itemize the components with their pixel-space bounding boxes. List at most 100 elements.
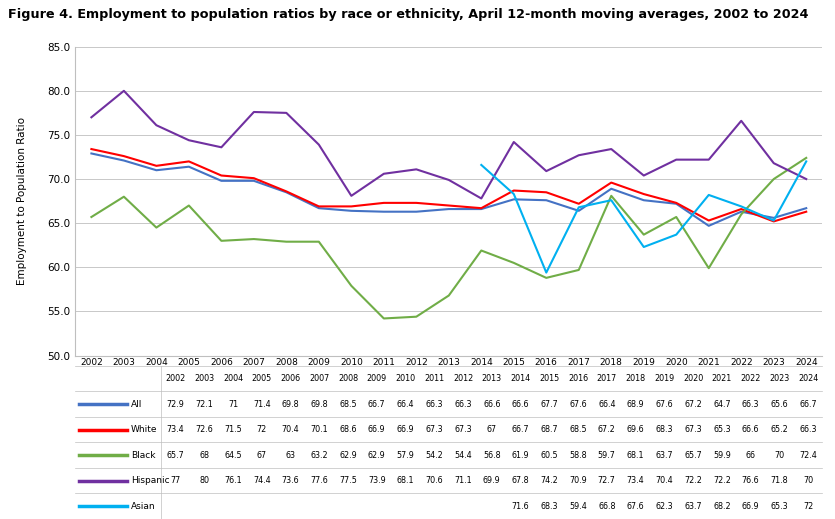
Text: 70.6: 70.6 xyxy=(426,476,443,485)
Text: 59.4: 59.4 xyxy=(569,502,587,511)
Text: 66.7: 66.7 xyxy=(368,400,386,408)
Text: 68.1: 68.1 xyxy=(627,450,645,460)
Text: 2009: 2009 xyxy=(367,374,387,383)
Text: 56.8: 56.8 xyxy=(483,450,501,460)
Text: 2006: 2006 xyxy=(281,374,301,383)
Text: 71.4: 71.4 xyxy=(253,400,271,408)
Y-axis label: Employment to Population Ratio: Employment to Population Ratio xyxy=(17,117,27,285)
Text: 72: 72 xyxy=(256,425,267,434)
Text: 59.7: 59.7 xyxy=(598,450,615,460)
Text: 70.9: 70.9 xyxy=(569,476,587,485)
Text: 66.7: 66.7 xyxy=(799,400,817,408)
Text: 65.7: 65.7 xyxy=(684,450,702,460)
Text: 64.5: 64.5 xyxy=(224,450,242,460)
Text: 59.9: 59.9 xyxy=(713,450,731,460)
Text: 73.4: 73.4 xyxy=(627,476,645,485)
Text: 70.4: 70.4 xyxy=(281,425,299,434)
Text: 66.6: 66.6 xyxy=(512,400,529,408)
Text: 73.9: 73.9 xyxy=(368,476,386,485)
Text: 72.2: 72.2 xyxy=(684,476,702,485)
Text: 71.6: 71.6 xyxy=(512,502,529,511)
Text: 68.2: 68.2 xyxy=(713,502,731,511)
Text: 2022: 2022 xyxy=(741,374,761,383)
Text: 67.8: 67.8 xyxy=(512,476,529,485)
Text: 77.5: 77.5 xyxy=(339,476,357,485)
Text: 67.6: 67.6 xyxy=(655,400,673,408)
Text: 54.2: 54.2 xyxy=(425,450,443,460)
Text: 67: 67 xyxy=(487,425,497,434)
Text: 67.3: 67.3 xyxy=(426,425,443,434)
Text: 74.4: 74.4 xyxy=(253,476,271,485)
Text: 72.6: 72.6 xyxy=(195,425,213,434)
Text: 66.3: 66.3 xyxy=(426,400,443,408)
Text: 71: 71 xyxy=(228,400,238,408)
Text: 65.7: 65.7 xyxy=(167,450,185,460)
Text: 67.2: 67.2 xyxy=(684,400,702,408)
Text: 2007: 2007 xyxy=(309,374,329,383)
Text: 67: 67 xyxy=(256,450,267,460)
Text: 68.6: 68.6 xyxy=(339,425,357,434)
Text: 68.3: 68.3 xyxy=(540,502,558,511)
Text: 2016: 2016 xyxy=(568,374,588,383)
Text: 80: 80 xyxy=(200,476,210,485)
Text: 72.2: 72.2 xyxy=(713,476,731,485)
Text: 70: 70 xyxy=(774,450,784,460)
Text: 67.6: 67.6 xyxy=(569,400,587,408)
Text: 70.1: 70.1 xyxy=(311,425,328,434)
Text: 66.9: 66.9 xyxy=(741,502,759,511)
Text: 2011: 2011 xyxy=(424,374,444,383)
Text: 66.6: 66.6 xyxy=(483,400,500,408)
Text: 68.5: 68.5 xyxy=(569,425,587,434)
Text: 71.8: 71.8 xyxy=(771,476,788,485)
Text: 2008: 2008 xyxy=(338,374,358,383)
Text: 76.6: 76.6 xyxy=(741,476,759,485)
Text: 66.7: 66.7 xyxy=(512,425,529,434)
Text: 68.5: 68.5 xyxy=(339,400,357,408)
Text: Figure 4. Employment to population ratios by race or ethnicity, April 12-month m: Figure 4. Employment to population ratio… xyxy=(8,8,809,21)
Text: 2019: 2019 xyxy=(654,374,675,383)
Text: 2018: 2018 xyxy=(625,374,645,383)
Text: 2010: 2010 xyxy=(396,374,416,383)
Text: 76.1: 76.1 xyxy=(224,476,242,485)
Text: 66.8: 66.8 xyxy=(598,502,615,511)
Text: 70.4: 70.4 xyxy=(655,476,673,485)
Text: 71.5: 71.5 xyxy=(224,425,242,434)
Text: 60.5: 60.5 xyxy=(540,450,558,460)
Text: 62.9: 62.9 xyxy=(339,450,357,460)
Text: 69.8: 69.8 xyxy=(281,400,299,408)
Text: 69.9: 69.9 xyxy=(483,476,501,485)
Text: 73.6: 73.6 xyxy=(281,476,299,485)
Text: 66.4: 66.4 xyxy=(397,400,414,408)
Text: 74.2: 74.2 xyxy=(540,476,558,485)
Text: Hispanic: Hispanic xyxy=(131,476,170,485)
Text: 72.7: 72.7 xyxy=(598,476,615,485)
Text: 67.7: 67.7 xyxy=(540,400,558,408)
Text: 2012: 2012 xyxy=(453,374,473,383)
Text: 68.1: 68.1 xyxy=(397,476,414,485)
Text: 54.4: 54.4 xyxy=(454,450,472,460)
Text: 63.7: 63.7 xyxy=(655,450,673,460)
Text: 65.3: 65.3 xyxy=(713,425,731,434)
Text: 66.3: 66.3 xyxy=(454,400,472,408)
Text: 65.6: 65.6 xyxy=(771,400,788,408)
Text: 2002: 2002 xyxy=(165,374,185,383)
Text: 66: 66 xyxy=(746,450,756,460)
Text: 2023: 2023 xyxy=(769,374,789,383)
Text: 65.3: 65.3 xyxy=(771,502,788,511)
Text: 2024: 2024 xyxy=(798,374,818,383)
Text: 68.9: 68.9 xyxy=(627,400,645,408)
Text: 2014: 2014 xyxy=(510,374,530,383)
Text: 67.3: 67.3 xyxy=(454,425,472,434)
Text: 2013: 2013 xyxy=(482,374,502,383)
Text: 2017: 2017 xyxy=(597,374,617,383)
Text: 66.9: 66.9 xyxy=(368,425,386,434)
Text: All: All xyxy=(131,400,143,408)
Text: 2004: 2004 xyxy=(223,374,243,383)
Text: 67.6: 67.6 xyxy=(627,502,645,511)
Text: 72.4: 72.4 xyxy=(799,450,817,460)
Text: 61.9: 61.9 xyxy=(512,450,529,460)
Text: 72: 72 xyxy=(803,502,813,511)
Text: 63: 63 xyxy=(286,450,296,460)
Text: 67.3: 67.3 xyxy=(684,425,702,434)
Text: 77: 77 xyxy=(170,476,180,485)
